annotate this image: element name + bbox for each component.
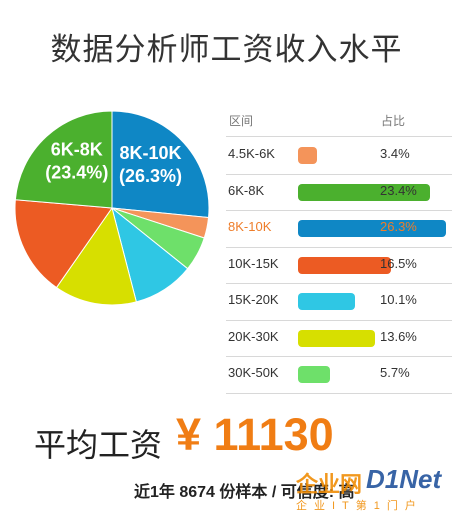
average-salary-label: 平均工资 <box>34 427 163 463</box>
legend-bar <box>298 183 430 201</box>
legend-percent: 10.1% <box>380 292 417 307</box>
legend-row: 20K-30K 13.6% <box>226 321 452 357</box>
pie-label-6K-8K: 6K-8K (23.4%) <box>45 140 108 183</box>
legend-range-label: 10K-15K <box>228 255 279 271</box>
legend-divider <box>226 356 452 357</box>
legend-percent: 16.5% <box>380 255 417 271</box>
sample-footer: 近1年 8674 份样本 / 可信度: 高 <box>134 484 355 501</box>
legend-percent: 26.3% <box>380 219 417 234</box>
legend-bar <box>298 147 318 164</box>
legend-row: 6K-8K 23.4% <box>226 175 452 211</box>
pie-label-8K-10K: 8K-10K (26.3%) <box>119 143 182 186</box>
legend-divider <box>226 246 452 248</box>
pie-slice-6K-8K <box>14 110 113 209</box>
legend-range-label: 30K-50K <box>228 365 279 380</box>
legend-range-label: 8K-10K <box>228 219 272 234</box>
legend-percent: 3.4% <box>380 146 410 161</box>
legend-divider <box>226 283 452 284</box>
legend-divider <box>226 392 452 394</box>
legend-divider <box>226 173 452 175</box>
legend-bar <box>298 293 355 310</box>
legend-row: 15K-20K 10.1% <box>226 284 452 320</box>
range-column-header: 区间 <box>229 114 254 128</box>
legend-bar <box>298 256 391 274</box>
watermark-text-1: 企业网 <box>296 472 363 497</box>
legend-row: 30K-50K 5.7% <box>226 357 452 393</box>
legend-row: 10K-15K 16.5% <box>226 248 452 284</box>
share-column-header: 占比 <box>381 114 406 128</box>
legend-bar <box>298 329 375 347</box>
salary-pie-chart: 6K-8K (23.4%) 8K-10K (26.3%) <box>14 110 210 306</box>
average-salary-value: ¥ 11130 <box>176 409 334 460</box>
legend-range-label: 6K-8K <box>228 182 265 198</box>
legend-divider <box>226 136 452 137</box>
legend-bar <box>298 220 446 237</box>
pie-slice-10K-15K <box>14 199 113 289</box>
legend-percent: 5.7% <box>380 365 410 380</box>
pie-slice-8K-10K <box>111 110 210 219</box>
d1net-watermark-logo: 企业网 D1Net 企业IT第1门户 <box>296 464 453 512</box>
legend-bar <box>298 366 331 383</box>
legend-range-label: 20K-30K <box>228 328 279 344</box>
legend-row: 4.5K-6K 3.4% <box>226 138 452 174</box>
legend-range-label: 4.5K-6K <box>228 146 275 161</box>
legend-percent: 13.6% <box>380 328 417 344</box>
legend-divider <box>226 319 452 321</box>
legend-row: 8K-10K 26.3% <box>226 211 452 247</box>
watermark-text-2: D1Net <box>366 464 442 494</box>
watermark-text-3: 企业IT第1门户 <box>296 500 423 512</box>
legend-divider <box>226 210 452 211</box>
chart-title: 数据分析师工资收入水平 <box>50 32 403 67</box>
legend-range-label: 15K-20K <box>228 292 279 307</box>
pie-slice-20K-30K <box>55 206 137 306</box>
legend-percent: 23.4% <box>380 182 417 198</box>
